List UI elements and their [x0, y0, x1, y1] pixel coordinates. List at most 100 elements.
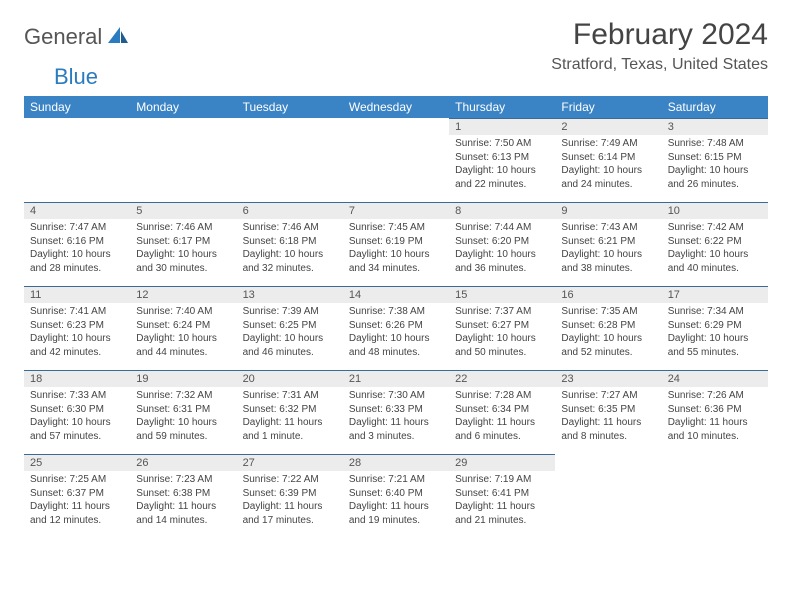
- sunrise-line: Sunrise: 7:41 AM: [30, 305, 124, 319]
- calendar-body: 1Sunrise: 7:50 AMSunset: 6:13 PMDaylight…: [24, 118, 768, 538]
- daylight-line: Daylight: 11 hours and 10 minutes.: [668, 416, 762, 443]
- day-header: Thursday: [449, 96, 555, 118]
- day-body: Sunrise: 7:45 AMSunset: 6:19 PMDaylight:…: [343, 219, 449, 279]
- date-number: 14: [343, 286, 449, 303]
- sunset-line: Sunset: 6:17 PM: [136, 235, 230, 249]
- sunset-line: Sunset: 6:32 PM: [243, 403, 337, 417]
- calendar-table: SundayMondayTuesdayWednesdayThursdayFrid…: [24, 96, 768, 538]
- day-header: Monday: [130, 96, 236, 118]
- daylight-line: Daylight: 10 hours and 57 minutes.: [30, 416, 124, 443]
- sunrise-line: Sunrise: 7:47 AM: [30, 221, 124, 235]
- day-body: Sunrise: 7:19 AMSunset: 6:41 PMDaylight:…: [449, 471, 555, 531]
- daylight-line: Daylight: 10 hours and 50 minutes.: [455, 332, 549, 359]
- daylight-line: Daylight: 11 hours and 17 minutes.: [243, 500, 337, 527]
- daylight-line: Daylight: 10 hours and 48 minutes.: [349, 332, 443, 359]
- date-number: 21: [343, 370, 449, 387]
- day-cell: 21Sunrise: 7:30 AMSunset: 6:33 PMDayligh…: [343, 370, 449, 454]
- daylight-line: Daylight: 10 hours and 24 minutes.: [561, 164, 655, 191]
- date-number: 15: [449, 286, 555, 303]
- day-body: Sunrise: 7:50 AMSunset: 6:13 PMDaylight:…: [449, 135, 555, 195]
- daylight-line: Daylight: 10 hours and 28 minutes.: [30, 248, 124, 275]
- sunset-line: Sunset: 6:40 PM: [349, 487, 443, 501]
- logo: General: [24, 18, 134, 50]
- day-body: Sunrise: 7:40 AMSunset: 6:24 PMDaylight:…: [130, 303, 236, 363]
- sunrise-line: Sunrise: 7:37 AM: [455, 305, 549, 319]
- date-number: 26: [130, 454, 236, 471]
- day-cell: 10Sunrise: 7:42 AMSunset: 6:22 PMDayligh…: [662, 202, 768, 286]
- day-body: Sunrise: 7:30 AMSunset: 6:33 PMDaylight:…: [343, 387, 449, 447]
- day-body: Sunrise: 7:42 AMSunset: 6:22 PMDaylight:…: [662, 219, 768, 279]
- sail-icon: [106, 25, 130, 50]
- day-header: Wednesday: [343, 96, 449, 118]
- location: Stratford, Texas, United States: [551, 56, 768, 74]
- day-cell: 3Sunrise: 7:48 AMSunset: 6:15 PMDaylight…: [662, 118, 768, 202]
- day-cell: 4 Sunrise: 7:47 AMSunset: 6:16 PMDaylight…: [24, 202, 130, 286]
- date-number: 20: [237, 370, 343, 387]
- date-number: 17: [662, 286, 768, 303]
- day-cell: 22Sunrise: 7:28 AMSunset: 6:34 PMDayligh…: [449, 370, 555, 454]
- daylight-line: Daylight: 10 hours and 46 minutes.: [243, 332, 337, 359]
- day-cell: 15Sunrise: 7:37 AMSunset: 6:27 PMDayligh…: [449, 286, 555, 370]
- day-body: Sunrise: 7:27 AMSunset: 6:35 PMDaylight:…: [555, 387, 661, 447]
- sunrise-line: Sunrise: 7:44 AM: [455, 221, 549, 235]
- sunrise-line: Sunrise: 7:33 AM: [30, 389, 124, 403]
- week-row: 18Sunrise: 7:33 AMSunset: 6:30 PMDayligh…: [24, 370, 768, 454]
- day-body: Sunrise: 7:33 AMSunset: 6:30 PMDaylight:…: [24, 387, 130, 447]
- week-row: 4Sunrise: 7:47 AMSunset: 6:16 PMDaylight…: [24, 202, 768, 286]
- day-body: Sunrise: 7:37 AMSunset: 6:27 PMDaylight:…: [449, 303, 555, 363]
- sunrise-line: Sunrise: 7:25 AM: [30, 473, 124, 487]
- sunrise-line: Sunrise: 7:45 AM: [349, 221, 443, 235]
- daylight-line: Daylight: 11 hours and 14 minutes.: [136, 500, 230, 527]
- day-cell: 1Sunrise: 7:50 AMSunset: 6:13 PMDaylight…: [449, 118, 555, 202]
- sunrise-line: Sunrise: 7:27 AM: [561, 389, 655, 403]
- sunset-line: Sunset: 6:30 PM: [30, 403, 124, 417]
- sunset-line: Sunset: 6:20 PM: [455, 235, 549, 249]
- day-body: Sunrise: 7:23 AMSunset: 6:38 PMDaylight:…: [130, 471, 236, 531]
- date-number: 2: [555, 118, 661, 135]
- day-cell: 13Sunrise: 7:39 AMSunset: 6:25 PMDayligh…: [237, 286, 343, 370]
- title-block: February 2024 Stratford, Texas, United S…: [551, 18, 768, 74]
- daylight-line: Daylight: 10 hours and 30 minutes.: [136, 248, 230, 275]
- daylight-line: Daylight: 10 hours and 32 minutes.: [243, 248, 337, 275]
- daylight-line: Daylight: 11 hours and 1 minute.: [243, 416, 337, 443]
- sunset-line: Sunset: 6:37 PM: [30, 487, 124, 501]
- date-number: 4: [24, 202, 130, 219]
- day-cell: 17Sunrise: 7:34 AMSunset: 6:29 PMDayligh…: [662, 286, 768, 370]
- day-header: Friday: [555, 96, 661, 118]
- daylight-line: Daylight: 10 hours and 38 minutes.: [561, 248, 655, 275]
- sunrise-line: Sunrise: 7:22 AM: [243, 473, 337, 487]
- day-cell: 11Sunrise: 7:41 AMSunset: 6:23 PMDayligh…: [24, 286, 130, 370]
- day-body: Sunrise: 7:25 AMSunset: 6:37 PMDaylight:…: [24, 471, 130, 531]
- day-body: Sunrise: 7:28 AMSunset: 6:34 PMDaylight:…: [449, 387, 555, 447]
- date-number: 18: [24, 370, 130, 387]
- logo-text-general: General: [24, 24, 102, 50]
- sunrise-line: Sunrise: 7:39 AM: [243, 305, 337, 319]
- sunset-line: Sunset: 6:16 PM: [30, 235, 124, 249]
- sunset-line: Sunset: 6:38 PM: [136, 487, 230, 501]
- date-number: 27: [237, 454, 343, 471]
- day-body: Sunrise: 7:43 AMSunset: 6:21 PMDaylight:…: [555, 219, 661, 279]
- week-row: 11Sunrise: 7:41 AMSunset: 6:23 PMDayligh…: [24, 286, 768, 370]
- daylight-line: Daylight: 10 hours and 42 minutes.: [30, 332, 124, 359]
- sunset-line: Sunset: 6:26 PM: [349, 319, 443, 333]
- day-body: Sunrise: 7:32 AMSunset: 6:31 PMDaylight:…: [130, 387, 236, 447]
- month-title: February 2024: [551, 18, 768, 52]
- daylight-line: Daylight: 10 hours and 59 minutes.: [136, 416, 230, 443]
- daylight-line: Daylight: 11 hours and 8 minutes.: [561, 416, 655, 443]
- sunrise-line: Sunrise: 7:46 AM: [136, 221, 230, 235]
- day-cell: [237, 118, 343, 202]
- sunrise-line: Sunrise: 7:32 AM: [136, 389, 230, 403]
- daylight-line: Daylight: 10 hours and 55 minutes.: [668, 332, 762, 359]
- date-number: 11: [24, 286, 130, 303]
- date-number: 28: [343, 454, 449, 471]
- day-cell: 8Sunrise: 7:44 AMSunset: 6:20 PMDaylight…: [449, 202, 555, 286]
- daylight-line: Daylight: 11 hours and 6 minutes.: [455, 416, 549, 443]
- day-body: Sunrise: 7:46 AMSunset: 6:18 PMDaylight:…: [237, 219, 343, 279]
- day-cell: 7Sunrise: 7:45 AMSunset: 6:19 PMDaylight…: [343, 202, 449, 286]
- day-cell: 16Sunrise: 7:35 AMSunset: 6:28 PMDayligh…: [555, 286, 661, 370]
- sunset-line: Sunset: 6:22 PM: [668, 235, 762, 249]
- daylight-line: Daylight: 11 hours and 3 minutes.: [349, 416, 443, 443]
- day-cell: 2Sunrise: 7:49 AMSunset: 6:14 PMDaylight…: [555, 118, 661, 202]
- day-cell: 19Sunrise: 7:32 AMSunset: 6:31 PMDayligh…: [130, 370, 236, 454]
- day-cell: 12Sunrise: 7:40 AMSunset: 6:24 PMDayligh…: [130, 286, 236, 370]
